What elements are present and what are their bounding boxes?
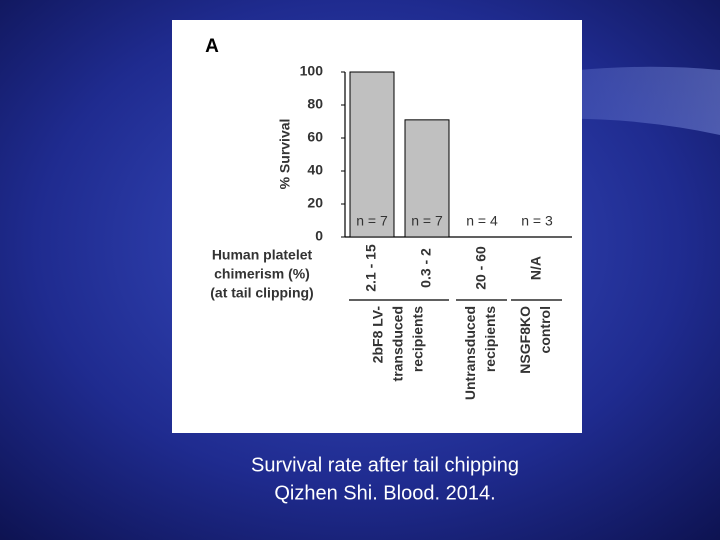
- y-tick-label: 0: [315, 228, 323, 244]
- group-label: recipients: [482, 306, 498, 372]
- bar: [404, 119, 450, 238]
- y-tick-label: 60: [307, 129, 323, 145]
- row-label: (at tail clipping): [210, 285, 313, 301]
- caption: Survival rate after tail chipping: [251, 454, 519, 476]
- y-tick-label: 20: [307, 195, 323, 211]
- y-tick-label: 80: [307, 96, 323, 112]
- x-tick-label: N/A: [528, 256, 544, 280]
- group-label: recipients: [410, 306, 426, 372]
- x-tick-label: 2.1 - 15: [363, 244, 379, 292]
- row-label: Human platelet: [212, 247, 313, 263]
- y-axis-label: % Survival: [277, 119, 293, 190]
- y-tick-label: 40: [307, 162, 323, 178]
- group-label: Untransduced: [462, 306, 478, 400]
- annotation: n = 4: [466, 213, 498, 229]
- panel-label: A: [205, 36, 219, 57]
- row-label: chimerism (%): [214, 266, 310, 282]
- x-tick-label: 0.3 - 2: [418, 248, 434, 288]
- x-tick-label: 20 - 60: [473, 246, 489, 290]
- group-label: control: [537, 306, 553, 353]
- annotation: n = 3: [521, 213, 553, 229]
- caption: Qizhen Shi. Blood. 2014.: [274, 482, 495, 504]
- y-tick-label: 100: [300, 63, 324, 79]
- annotation: n = 7: [411, 213, 443, 229]
- annotation: n = 7: [356, 213, 388, 229]
- group-label: transduced: [390, 306, 406, 381]
- bar: [349, 71, 395, 238]
- group-label: 2bF8 LV-: [370, 306, 386, 364]
- group-label: NSGF8KO: [517, 306, 533, 374]
